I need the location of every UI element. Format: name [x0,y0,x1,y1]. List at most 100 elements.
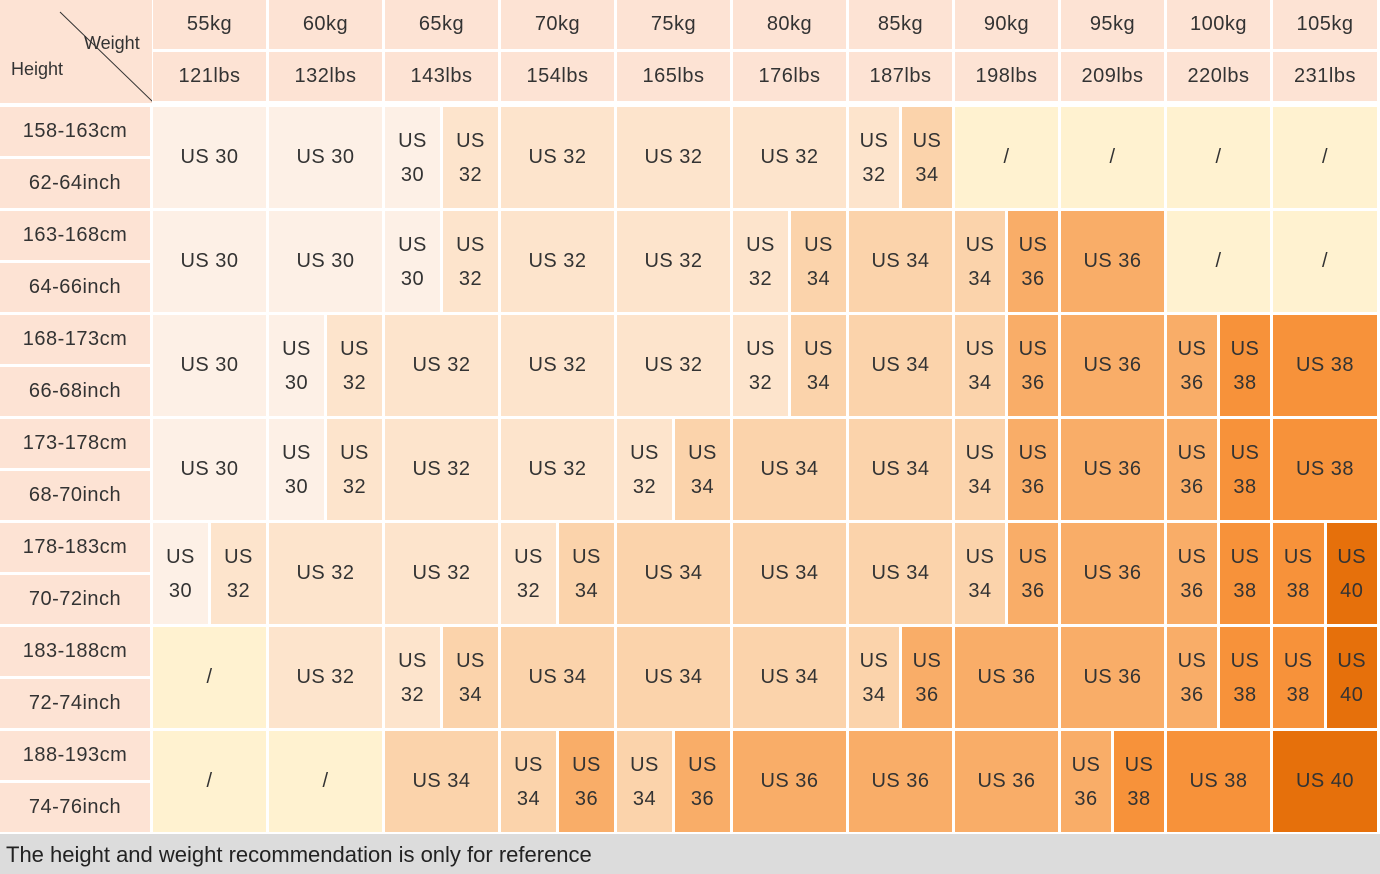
size-cell-text: / [206,770,213,792]
height-label: Height [11,59,64,79]
height-inch-text: 66-68inch [28,380,122,402]
size-cell-text: US 32 [398,649,427,706]
size-cell: US 36 [1061,419,1164,520]
size-cell-text: US 34 [804,233,833,290]
size-cell-text: US 32 [644,250,703,272]
size-cell-text: US 34 [456,649,485,706]
size-cell: US 30 [153,523,208,624]
size-cell-text: US 36 [1083,666,1142,688]
size-cell-text: US 36 [871,770,930,792]
size-cell: US 40 [1273,731,1377,832]
size-cell-text: US 36 [977,770,1036,792]
height-cm-text: 173-178cm [22,432,128,454]
size-cell-text: US 36 [1177,337,1207,394]
size-cell-text: US 34 [965,441,995,498]
size-cell: US 34 [617,627,730,728]
height-inch: 66-68inch [0,367,150,416]
size-cell: US 38 [1220,523,1270,624]
size-cell-text: US 38 [1283,649,1313,706]
size-cell: US 30 [385,107,440,208]
size-cell: US 38 [1114,731,1164,832]
size-cell: US 32 [501,315,614,416]
size-cell-text: US 36 [688,753,717,810]
size-cell: US 30 [269,107,382,208]
size-cell: US 32 [617,211,730,312]
height-inch: 74-76inch [0,783,150,832]
weight-kg: 80kg [733,0,846,49]
size-cell-text: US 32 [644,354,703,376]
size-cell: US 38 [1220,419,1270,520]
weight-lbs: 187lbs [849,52,952,101]
size-cell-text: US 32 [644,146,703,168]
size-cell: / [1273,107,1377,208]
size-cell-text: US 34 [912,129,942,186]
size-cell-text: US 36 [977,666,1036,688]
size-cell-text: US 30 [282,441,311,498]
size-cell-text: US 30 [180,146,239,168]
size-cell-text: US 34 [514,753,543,810]
size-cell: US 36 [733,731,846,832]
size-cell: US 32 [501,523,556,624]
size-cell-text: US 34 [644,562,703,584]
size-cell: US 32 [269,523,382,624]
size-cell-text: US 32 [514,545,543,602]
size-cell: US 32 [385,419,498,520]
size-cell: US 34 [791,315,846,416]
size-cell: US 30 [385,211,440,312]
size-cell-text: US 34 [871,250,930,272]
size-cell: / [1273,211,1377,312]
size-cell-text: / [322,770,329,792]
size-cell-text: US 30 [398,233,427,290]
weight-lbs-text: 187lbs [869,65,932,87]
size-cell-text: US 38 [1295,354,1355,376]
size-cell-text: US 32 [224,545,253,602]
size-cell-text: US 32 [630,441,659,498]
weight-lbs-text: 143lbs [410,65,473,87]
weight-kg: 75kg [617,0,730,49]
size-cell-text: US 34 [760,666,819,688]
size-cell-text: / [1321,146,1329,168]
weight-lbs: 231lbs [1273,52,1377,101]
size-cell-text: US 34 [528,666,587,688]
size-cell-text: US 32 [528,354,587,376]
size-cell-text: US 40 [1337,649,1367,706]
size-cell: US 34 [791,211,846,312]
height-cm-text: 178-183cm [22,536,128,558]
size-cell: US 38 [1273,419,1377,520]
size-cell: US 32 [327,419,382,520]
size-cell: US 34 [385,731,498,832]
size-cell: US 36 [1061,211,1164,312]
size-cell-text: US 36 [1177,649,1207,706]
height-inch-text: 64-66inch [28,276,122,298]
size-cell: US 36 [1008,211,1058,312]
weight-lbs-text: 220lbs [1187,65,1250,87]
height-inch-text: 70-72inch [28,588,122,610]
size-cell-text: US 36 [1083,354,1142,376]
size-cell: US 36 [1167,523,1217,624]
size-cell: US 34 [849,627,899,728]
size-cell: US 36 [1061,523,1164,624]
size-cell: US 36 [675,731,730,832]
size-cell-text: US 36 [572,753,601,810]
size-cell-text: US 32 [760,146,819,168]
size-cell: US 34 [733,419,846,520]
size-cell: US 36 [955,627,1058,728]
size-cell-text: / [1003,146,1010,168]
size-cell: US 38 [1273,523,1324,624]
size-cell-text: US 32 [746,337,775,394]
height-cm-text: 158-163cm [22,120,128,142]
size-cell-text: US 32 [456,233,485,290]
corner-cell: Weight Height [0,0,152,103]
size-cell: US 40 [1326,627,1377,728]
weight-lbs-text: 154lbs [526,65,589,87]
size-cell-text: US 32 [412,562,471,584]
size-cell: US 34 [501,627,614,728]
size-cell: US 32 [617,419,672,520]
weight-lbs: 154lbs [501,52,614,101]
weight-kg: 90kg [955,0,1058,49]
size-cell-text: US 30 [180,250,239,272]
size-cell: US 38 [1220,627,1270,728]
weight-kg: 105kg [1273,0,1377,49]
size-cell-text: / [206,666,213,688]
